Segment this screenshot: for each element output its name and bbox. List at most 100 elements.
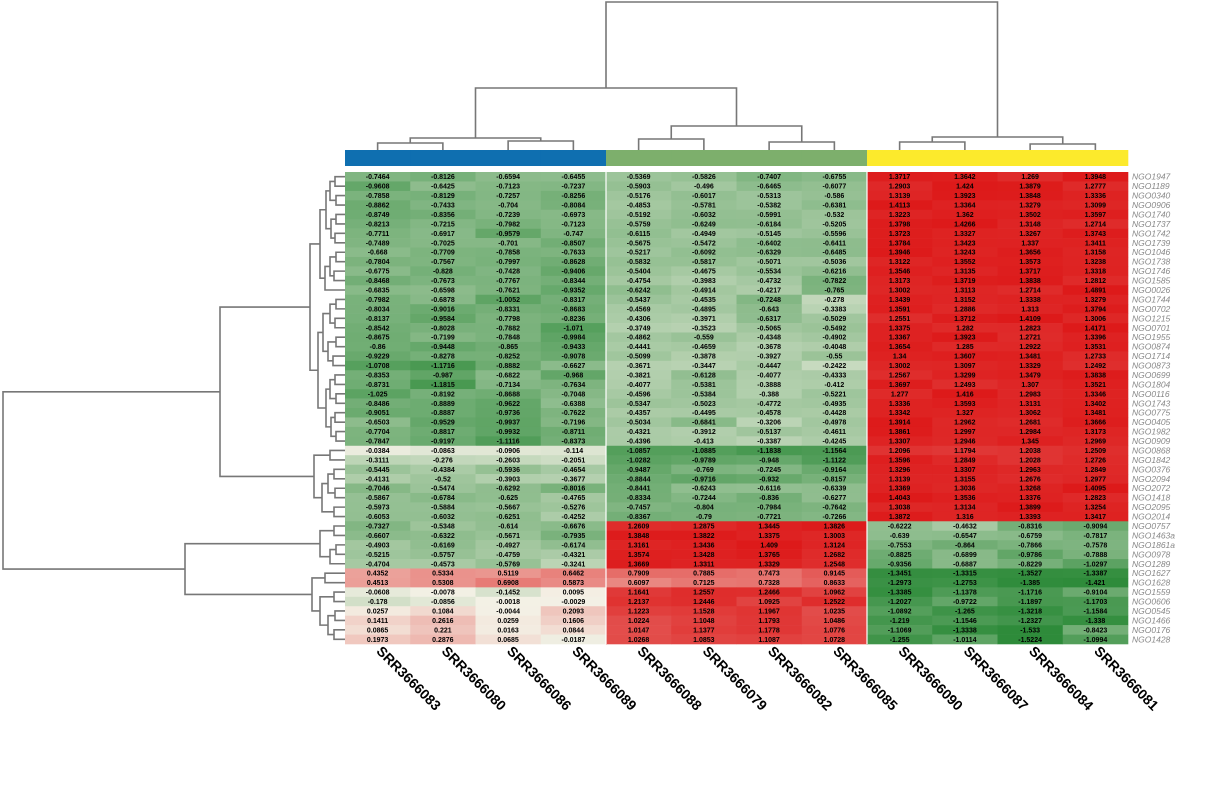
heatmap-cell (736, 275, 803, 286)
heatmap-cell (606, 464, 672, 475)
cell-value: -0.7882 (496, 325, 520, 332)
heatmap-cell (867, 304, 933, 314)
heatmap-cell (475, 634, 542, 645)
cell-value: -0.4495 (692, 410, 716, 417)
heatmap-cell (932, 417, 998, 428)
cell-value: -0.6292 (496, 486, 520, 493)
cell-value: -0.0863 (431, 448, 455, 455)
row-label: NGO1746 (1132, 266, 1171, 276)
heatmap-cell (410, 304, 476, 314)
heatmap-cell (475, 577, 542, 588)
cell-value: -0.3447 (692, 363, 716, 370)
row-labels: NGO1947NGO1189NGO0340NGO0906NGO1740NGO17… (1132, 172, 1175, 645)
cell-value: -0.586 (824, 193, 844, 200)
cell-value: 1.3423 (954, 240, 976, 247)
cell-value: -0.8256 (562, 193, 586, 200)
row-label: NGO0606 (1132, 597, 1171, 607)
column-group-bar (345, 150, 1129, 166)
heatmap-cell (606, 181, 672, 192)
cell-value: -0.7433 (431, 203, 455, 210)
cell-value: -0.8353 (366, 372, 390, 379)
cell-value: -0.7642 (823, 505, 847, 512)
dendrogram-branch (219, 306, 314, 478)
heatmap-cell (1062, 190, 1129, 201)
row-label: NGO1418 (1132, 493, 1171, 503)
cell-value: -0.643 (759, 306, 779, 313)
cell-value: -0.4596 (627, 391, 651, 398)
cell-value: -0.4772 (757, 401, 781, 408)
cell-value: -0.5884 (431, 505, 455, 512)
heatmap-cell (475, 408, 542, 418)
cell-value: -0.4611 (823, 429, 846, 436)
heatmap-cell (932, 332, 998, 343)
cell-value: -1.338 (1085, 618, 1105, 625)
row-label: NGO1744 (1132, 294, 1171, 304)
cell-value: -0.5382 (757, 203, 781, 210)
cell-value: 1.337 (1021, 240, 1039, 247)
heatmap-cell (475, 426, 542, 437)
dendrogram-branch (332, 355, 345, 367)
cell-value: 0.221 (434, 627, 452, 634)
cell-value: 1.2922 (1019, 344, 1041, 351)
cell-value: 1.3369 (889, 486, 911, 493)
heatmap-cell (606, 625, 672, 635)
row-label: NGO1738 (1132, 257, 1171, 267)
heatmap-cell (997, 370, 1064, 380)
heatmap-cell (345, 417, 411, 428)
heatmap-cell (867, 408, 933, 418)
cell-value: -0.4321 (627, 429, 651, 436)
cell-value: -0.7048 (562, 391, 586, 398)
cell-value: -1.255 (890, 637, 910, 644)
cell-value: -0.0044 (496, 608, 520, 615)
cell-value: -0.8887 (431, 410, 455, 417)
heatmap-cell (997, 379, 1064, 390)
cell-value: -0.9529 (431, 420, 455, 427)
heatmap-cell (932, 502, 998, 513)
cell-value: -0.7123 (496, 184, 520, 191)
heatmap-cell (410, 294, 476, 305)
heatmap-cell (997, 398, 1064, 409)
heatmap-cell (801, 577, 868, 588)
heatmap-cell (606, 521, 672, 532)
heatmap-cell (932, 577, 998, 588)
cell-value: -0.7817 (1084, 533, 1108, 540)
cell-value: -0.3912 (692, 429, 716, 436)
heatmap-cell (671, 455, 737, 465)
cell-value: 0.1973 (367, 637, 389, 644)
heatmap-cell (801, 332, 868, 343)
cell-value: 1.3124 (824, 542, 846, 549)
cell-value: -0.79 (696, 514, 712, 521)
cell-value: 1.2812 (1085, 278, 1107, 285)
heatmap-cell (410, 209, 476, 220)
heatmap-cell (1062, 332, 1129, 343)
cell-value: 1.2522 (824, 599, 846, 606)
cell-value: -0.7464 (366, 174, 390, 181)
heatmap-cell (932, 492, 998, 503)
heatmap-cell (345, 200, 411, 211)
heatmap-cell (867, 266, 933, 277)
dendrogram-branch (335, 213, 345, 225)
cell-value: 1.3122 (889, 259, 911, 266)
heatmap-cell (475, 285, 542, 296)
cell-value: -0.5903 (627, 184, 651, 191)
heatmap-cell (671, 370, 737, 380)
column-group-swatch (1062, 150, 1129, 166)
cell-value: 1.2886 (954, 306, 976, 313)
heatmap-cell (867, 464, 933, 475)
heatmap-cell (997, 540, 1064, 550)
cell-value: -0.0018 (496, 599, 520, 606)
heatmap-cell (1062, 389, 1129, 399)
heatmap-cell (410, 228, 476, 239)
cell-value: 1.1087 (758, 637, 780, 644)
cell-value: -0.2603 (496, 457, 520, 464)
cell-value: -0.6547 (953, 533, 977, 540)
dendrogram-branch (333, 468, 345, 480)
heatmap-cell (736, 464, 803, 475)
heatmap-cell (736, 530, 803, 541)
row-label: NGO1466 (1132, 615, 1171, 625)
heatmap-cell (801, 238, 868, 248)
heatmap-cell (736, 172, 803, 182)
heatmap-cell (606, 200, 672, 211)
cell-value: -0.7709 (431, 250, 455, 257)
heatmap-cell (1062, 549, 1129, 560)
